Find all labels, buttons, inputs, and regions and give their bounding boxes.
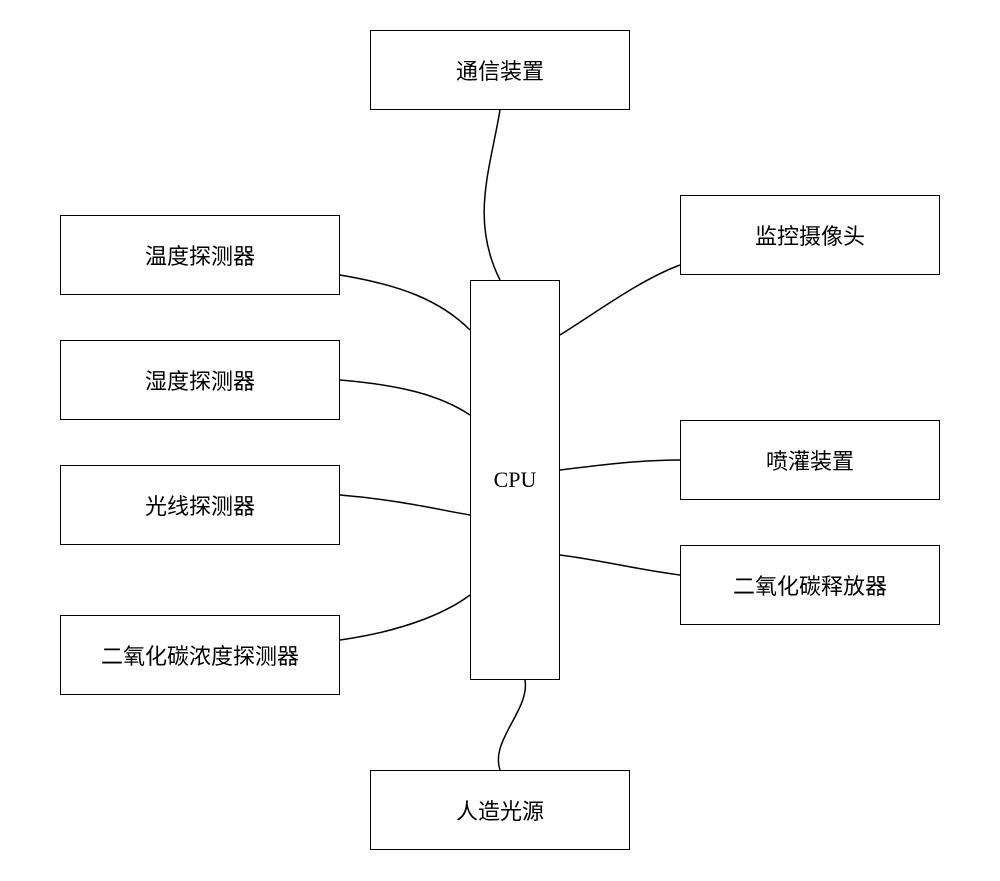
node-label: 喷灌装置	[766, 444, 854, 476]
node-humidity-sensor: 湿度探测器	[60, 340, 340, 420]
node-label: 人造光源	[456, 794, 544, 826]
node-co2-releaser: 二氧化碳释放器	[680, 545, 940, 625]
edge-comm-to-cpu	[484, 110, 500, 280]
edge-sprinkler-to-cpu	[560, 460, 680, 470]
node-light-sensor: 光线探测器	[60, 465, 340, 545]
node-co2-sensor: 二氧化碳浓度探测器	[60, 615, 340, 695]
edge-humid-to-cpu	[340, 380, 470, 415]
node-camera: 监控摄像头	[680, 195, 940, 275]
edge-camera-to-cpu	[560, 265, 680, 335]
node-label: 通信装置	[456, 54, 544, 86]
edge-lamp-to-cpu	[498, 680, 525, 770]
edge-co2det-to-cpu	[340, 595, 470, 640]
node-sprinkler: 喷灌装置	[680, 420, 940, 500]
node-label: 监控摄像头	[755, 219, 865, 251]
edge-co2rel-to-cpu	[560, 555, 680, 575]
node-label: 光线探测器	[145, 489, 255, 521]
edge-temp-to-cpu	[340, 275, 470, 330]
node-label: 湿度探测器	[145, 364, 255, 396]
node-label: CPU	[494, 467, 537, 493]
node-label: 温度探测器	[145, 239, 255, 271]
node-communication: 通信装置	[370, 30, 630, 110]
edge-light-to-cpu	[340, 495, 470, 515]
node-temperature-sensor: 温度探测器	[60, 215, 340, 295]
node-label: 二氧化碳释放器	[733, 569, 887, 601]
node-cpu: CPU	[470, 280, 560, 680]
node-label: 二氧化碳浓度探测器	[101, 639, 299, 671]
node-artificial-light: 人造光源	[370, 770, 630, 850]
